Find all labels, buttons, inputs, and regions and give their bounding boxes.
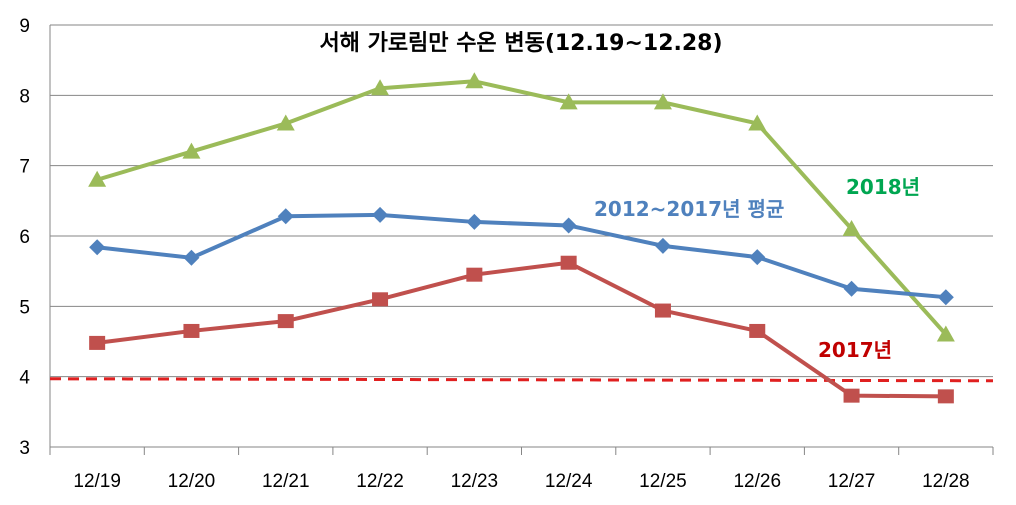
data-point-diamond bbox=[560, 217, 577, 234]
y-tick-label: 7 bbox=[19, 157, 30, 178]
data-point-diamond bbox=[89, 239, 106, 256]
data-point-square bbox=[89, 335, 106, 350]
data-point-diamond bbox=[937, 289, 954, 306]
data-point-diamond bbox=[843, 280, 860, 297]
y-tick-label: 5 bbox=[19, 297, 30, 318]
data-point-triangle bbox=[465, 72, 484, 89]
x-tick-label: 12/25 bbox=[639, 471, 687, 492]
series-label-average: 2012~2017년 평균 bbox=[594, 197, 784, 221]
data-point-triangle bbox=[653, 93, 672, 110]
x-tick-label: 12/23 bbox=[451, 471, 499, 492]
series-group bbox=[88, 72, 955, 404]
data-point-diamond bbox=[183, 249, 200, 266]
series-diamond bbox=[89, 206, 954, 306]
data-point-square bbox=[749, 323, 766, 338]
y-tick-label: 6 bbox=[19, 227, 30, 248]
data-point-square bbox=[560, 255, 577, 270]
y-tick-label: 3 bbox=[19, 438, 30, 459]
reference-dashed-line bbox=[49, 377, 994, 383]
data-point-diamond bbox=[277, 208, 294, 225]
series-label-2017: 2017년 bbox=[818, 338, 892, 362]
data-point-square bbox=[937, 389, 954, 404]
data-point-triangle bbox=[936, 325, 955, 342]
x-tick-label: 12/20 bbox=[168, 471, 216, 492]
x-tick-label: 12/19 bbox=[73, 471, 121, 492]
series-square bbox=[89, 255, 954, 404]
data-point-square bbox=[183, 323, 200, 338]
reference-line bbox=[49, 377, 994, 383]
data-point-diamond bbox=[654, 237, 671, 254]
series-label-2018: 2018년 bbox=[846, 175, 920, 199]
x-tick-label: 12/27 bbox=[828, 471, 876, 492]
data-point-square bbox=[277, 314, 294, 329]
x-tick-label: 12/26 bbox=[733, 471, 781, 492]
data-point-triangle bbox=[748, 114, 767, 131]
x-tick-label: 12/28 bbox=[922, 471, 970, 492]
data-point-diamond bbox=[372, 206, 389, 223]
x-tick-label: 12/21 bbox=[262, 471, 310, 492]
y-tick-label: 4 bbox=[19, 368, 30, 389]
y-axis: 3 4 5 6 7 8 9 bbox=[19, 16, 51, 459]
series-line bbox=[96, 79, 948, 336]
data-point-triangle bbox=[276, 114, 295, 131]
series-triangle bbox=[88, 72, 955, 342]
data-point-diamond bbox=[749, 249, 766, 266]
data-point-triangle bbox=[371, 79, 390, 96]
data-point-square bbox=[843, 388, 860, 403]
x-tick-label: 12/22 bbox=[356, 471, 404, 492]
series-line bbox=[96, 212, 947, 300]
y-tick-label: 9 bbox=[19, 16, 30, 37]
data-point-triangle bbox=[182, 142, 201, 159]
x-tick-label: 12/24 bbox=[545, 471, 593, 492]
y-tick-label: 8 bbox=[19, 86, 30, 107]
series-line bbox=[96, 260, 946, 399]
data-point-square bbox=[372, 292, 389, 307]
data-point-triangle bbox=[88, 170, 107, 187]
data-point-square bbox=[654, 303, 671, 318]
data-point-diamond bbox=[466, 213, 483, 230]
data-point-square bbox=[466, 267, 483, 282]
gridlines bbox=[50, 24, 993, 448]
data-point-triangle bbox=[842, 219, 861, 236]
chart-title: 서해 가로림만 수온 변동(12.19~12.28) bbox=[319, 31, 722, 56]
data-point-triangle bbox=[559, 93, 578, 110]
x-axis: 12/19 12/20 12/21 12/22 12/23 12/24 12/25 12/26… bbox=[49, 446, 994, 492]
